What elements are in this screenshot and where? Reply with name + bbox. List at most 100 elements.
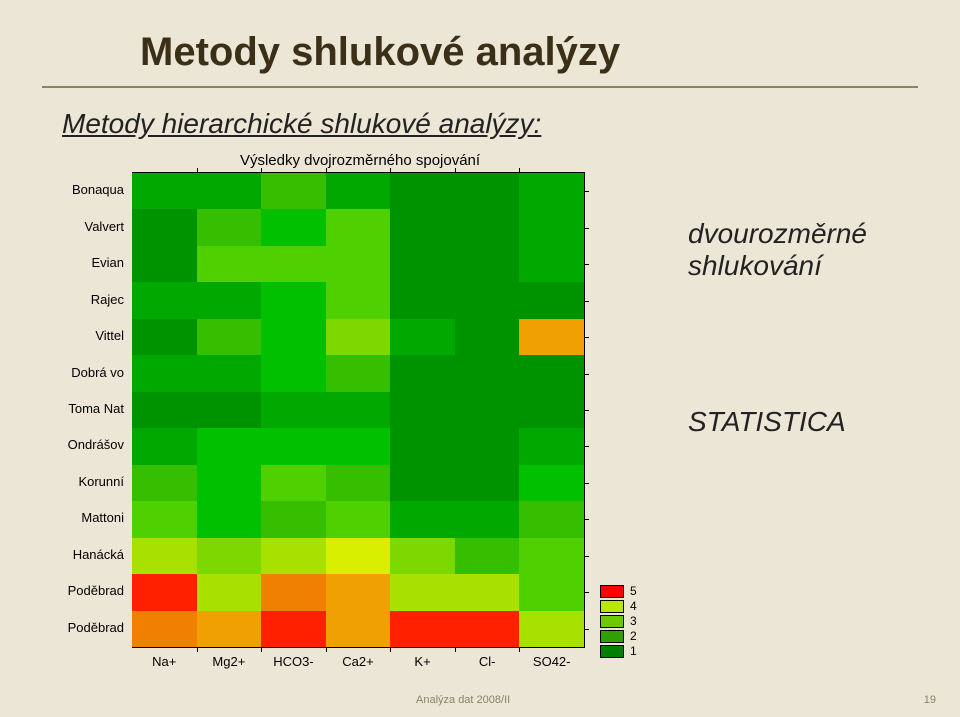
row-label: Evian bbox=[4, 255, 124, 271]
row-labels: BonaquaValvertEvianRajecVittelDobrá voTo… bbox=[0, 172, 128, 646]
heatmap-cell bbox=[455, 355, 520, 391]
row-label: Dobrá vo bbox=[4, 365, 124, 381]
legend-item: 3 bbox=[600, 614, 637, 628]
heatmap-cell bbox=[197, 173, 262, 209]
heatmap-cell bbox=[261, 392, 326, 428]
heatmap-cell bbox=[326, 209, 391, 245]
heatmap-cell bbox=[197, 319, 262, 355]
heatmap-cell bbox=[455, 209, 520, 245]
heatmap-cell bbox=[326, 611, 391, 647]
chart-title: Výsledky dvojrozměrného spojování bbox=[190, 152, 530, 169]
col-label: Mg2+ bbox=[212, 654, 245, 669]
footer-text: Analýza dat 2008/II bbox=[416, 694, 510, 706]
heatmap-cell bbox=[455, 282, 520, 318]
heatmap-cell bbox=[519, 465, 584, 501]
col-label: Na+ bbox=[152, 654, 176, 669]
heatmap-cell bbox=[197, 355, 262, 391]
heatmap-cell bbox=[390, 209, 455, 245]
tick bbox=[197, 168, 198, 173]
col-label: HCO3- bbox=[273, 654, 313, 669]
heatmap-cell bbox=[390, 465, 455, 501]
row-label: Hanácká bbox=[4, 547, 124, 563]
slide: Metody shlukové analýzy Metody hierarchi… bbox=[0, 0, 960, 717]
legend-label: 4 bbox=[630, 599, 637, 613]
tick bbox=[326, 168, 327, 173]
heatmap-cell bbox=[261, 574, 326, 610]
col-label: SO42- bbox=[533, 654, 571, 669]
heatmap-cell bbox=[390, 392, 455, 428]
heatmap-cell bbox=[132, 282, 197, 318]
heatmap-cell bbox=[519, 209, 584, 245]
tick bbox=[584, 483, 589, 484]
heatmap-cell bbox=[132, 538, 197, 574]
heatmap-cell bbox=[390, 282, 455, 318]
heatmap-cell bbox=[132, 428, 197, 464]
heatmap-cell bbox=[132, 209, 197, 245]
heatmap-cell bbox=[390, 538, 455, 574]
page-title: Metody shlukové analýzy bbox=[140, 30, 620, 75]
heatmap-cell bbox=[261, 428, 326, 464]
heatmap-cell bbox=[132, 246, 197, 282]
title-underline bbox=[42, 86, 918, 88]
heatmap-cell bbox=[390, 428, 455, 464]
heatmap-grid bbox=[132, 173, 584, 647]
heatmap-cell bbox=[326, 319, 391, 355]
heatmap-cell bbox=[132, 319, 197, 355]
heatmap-cell bbox=[519, 538, 584, 574]
heatmap-cell bbox=[326, 355, 391, 391]
heatmap-cell bbox=[390, 319, 455, 355]
row-label: Korunní bbox=[4, 474, 124, 490]
row-label: Rajec bbox=[4, 292, 124, 308]
heatmap-cell bbox=[326, 538, 391, 574]
page-number: 19 bbox=[924, 694, 936, 706]
heatmap-cell bbox=[197, 282, 262, 318]
heatmap-cell bbox=[261, 246, 326, 282]
legend-swatch bbox=[600, 630, 624, 643]
heatmap-cell bbox=[261, 209, 326, 245]
col-label: Cl- bbox=[479, 654, 496, 669]
annotation-software: STATISTICA bbox=[688, 406, 846, 438]
annotation-clustering-text: dvourozměrné shlukování bbox=[688, 218, 928, 282]
annotation-clustering: dvourozměrné shlukování bbox=[688, 218, 928, 282]
heatmap-cell bbox=[455, 538, 520, 574]
heatmap-legend: 54321 bbox=[600, 584, 637, 659]
col-label: Ca2+ bbox=[342, 654, 373, 669]
tick bbox=[584, 446, 589, 447]
tick bbox=[390, 168, 391, 173]
row-label: Ondrášov bbox=[4, 437, 124, 453]
heatmap-cell bbox=[519, 355, 584, 391]
tick bbox=[261, 168, 262, 173]
tick bbox=[584, 374, 589, 375]
heatmap-cell bbox=[197, 538, 262, 574]
row-label: Poděbrad bbox=[4, 583, 124, 599]
heatmap-cell bbox=[390, 574, 455, 610]
heatmap-cell bbox=[261, 173, 326, 209]
heatmap-cell bbox=[455, 392, 520, 428]
heatmap-cell bbox=[197, 209, 262, 245]
legend-label: 2 bbox=[630, 629, 637, 643]
heatmap-cell bbox=[519, 574, 584, 610]
heatmap-cell bbox=[519, 392, 584, 428]
heatmap-cell bbox=[261, 611, 326, 647]
heatmap-cell bbox=[261, 282, 326, 318]
heatmap-cell bbox=[390, 246, 455, 282]
heatmap-cell bbox=[326, 428, 391, 464]
row-label: Mattoni bbox=[4, 510, 124, 526]
heatmap-cell bbox=[326, 173, 391, 209]
row-label: Valvert bbox=[4, 219, 124, 235]
row-label: Bonaqua bbox=[4, 182, 124, 198]
heatmap-cell bbox=[455, 173, 520, 209]
tick bbox=[584, 301, 589, 302]
legend-item: 1 bbox=[600, 644, 637, 658]
heatmap-cell bbox=[132, 501, 197, 537]
col-label: K+ bbox=[414, 654, 430, 669]
heatmap-cell bbox=[261, 538, 326, 574]
tick bbox=[584, 337, 589, 338]
heatmap-cell bbox=[132, 574, 197, 610]
heatmap-cell bbox=[455, 465, 520, 501]
heatmap-cell bbox=[519, 173, 584, 209]
heatmap-cell bbox=[519, 428, 584, 464]
legend-swatch bbox=[600, 585, 624, 598]
heatmap-cell bbox=[197, 611, 262, 647]
heatmap-cell bbox=[326, 392, 391, 428]
